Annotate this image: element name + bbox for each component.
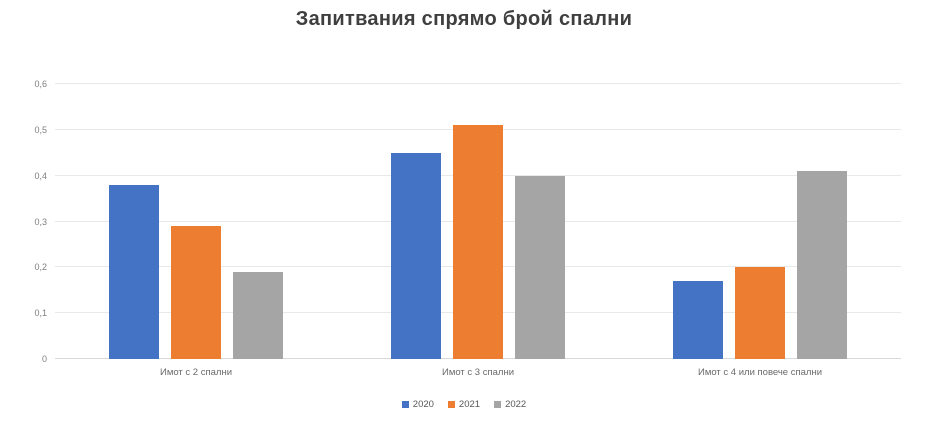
bar-group (337, 84, 619, 359)
y-tick-label: 0,2 (34, 262, 47, 273)
legend-item-2022: 2022 (494, 399, 526, 410)
legend-item-2021: 2021 (447, 399, 481, 410)
legend-swatch-icon (401, 401, 409, 408)
category-label: Имот с 2 спални (159, 367, 232, 378)
y-tick-label: 0 (41, 354, 47, 364)
y-axis: 0 0,1 0,2 0,3 0,4 0,5 0,6 (0, 79, 47, 364)
bar-2022 (233, 271, 283, 359)
bar-2020 (391, 152, 441, 359)
bar-2022 (797, 171, 847, 359)
y-tick-label: 0,3 (34, 216, 47, 227)
bar-2022 (515, 175, 565, 359)
legend-swatch-icon (494, 401, 502, 408)
y-tick-label: 0,4 (34, 170, 47, 181)
bar-group (55, 84, 337, 359)
category-label: Имот с 3 спални (441, 367, 514, 378)
y-tick-label: 0,1 (34, 308, 47, 319)
legend-label: 2020 (412, 399, 434, 410)
bar-2021 (453, 125, 503, 359)
bar-2021 (171, 226, 221, 359)
gridline (55, 83, 901, 84)
bar-2020 (109, 184, 159, 359)
bar-groups-container (55, 84, 901, 359)
chart-title: Запитвания спрямо брой спални (295, 8, 633, 30)
bar-group (619, 84, 901, 359)
legend-label: 2021 (458, 399, 481, 410)
x-axis-labels: Имот с 2 спални Имот с 3 спални Имот с 4 и… (55, 367, 901, 379)
legend-item-2020: 2020 (401, 399, 434, 410)
category-label: Имот с 4 или повече спални (697, 367, 822, 378)
y-tick-label: 0,5 (34, 124, 47, 135)
bar-2020 (673, 281, 723, 359)
y-tick-label: 0,6 (34, 79, 47, 89)
bar-2021 (735, 267, 785, 359)
legend-label: 2022 (505, 399, 527, 410)
legend: 2020 2021 2022 (0, 399, 928, 410)
legend-swatch-icon (447, 401, 455, 408)
